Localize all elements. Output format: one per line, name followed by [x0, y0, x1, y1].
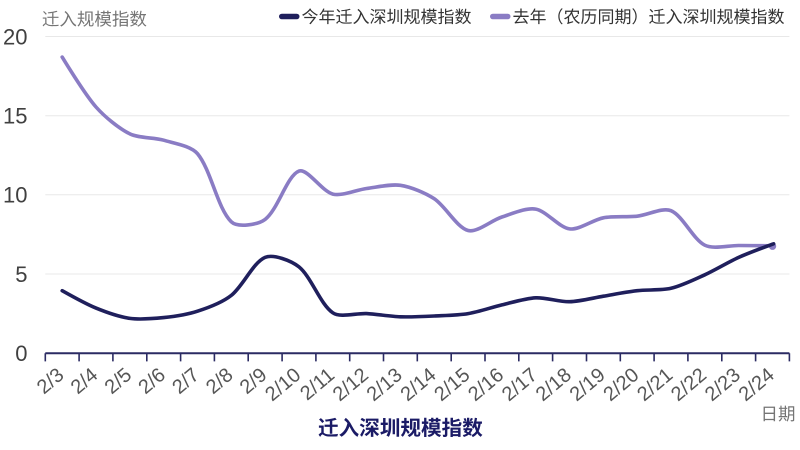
svg-text:10: 10 — [3, 183, 27, 208]
svg-text:15: 15 — [3, 104, 27, 129]
svg-text:5: 5 — [15, 262, 27, 287]
svg-text:20: 20 — [3, 24, 27, 49]
svg-text:0: 0 — [15, 341, 27, 366]
